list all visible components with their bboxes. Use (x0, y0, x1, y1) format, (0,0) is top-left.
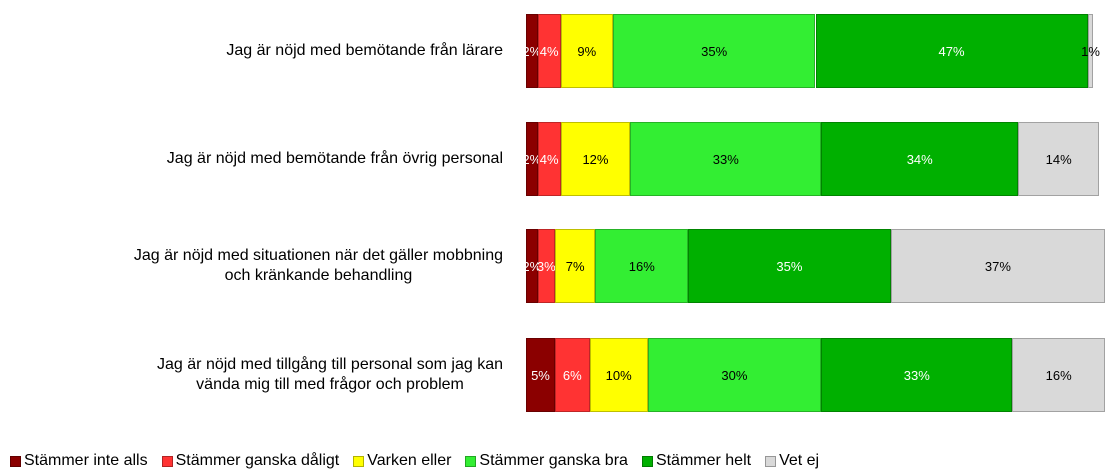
legend-label: Stämmer inte alls (24, 452, 148, 469)
bar-segment: 4% (537, 14, 561, 88)
bar-segment: 4% (537, 122, 561, 196)
bar-segment: 37% (890, 229, 1105, 303)
bar-segment: 6% (554, 338, 590, 412)
value-label: 35% (701, 43, 728, 59)
bar-segment: 33% (630, 122, 822, 196)
bar-segment: 12% (560, 122, 631, 196)
legend-swatch (10, 455, 21, 467)
legend-swatch (161, 455, 173, 467)
value-label: 35% (776, 258, 803, 274)
value-label: 2% (522, 258, 542, 274)
category-label: Jag är nöjd med tillgång till personal s… (157, 356, 503, 393)
value-label: 2% (522, 43, 542, 59)
bar-segment: 16% (595, 229, 689, 303)
legend-label: Varken eller (367, 452, 452, 469)
category-label: Jag är nöjd med bemötande från lärare (226, 42, 503, 59)
bar-segment: 34% (821, 122, 1019, 196)
legend-swatch (465, 455, 477, 467)
value-label: 2% (522, 151, 542, 167)
value-label: 16% (1045, 367, 1072, 383)
bar-segment: 9% (560, 14, 613, 88)
legend-swatch (353, 455, 365, 467)
bar-segment: 2% (522, 14, 541, 88)
bar-segment: 30% (647, 338, 822, 412)
bar-segment: 35% (612, 14, 816, 88)
legend-item: Stämmer inte alls (10, 452, 148, 470)
value-label: 4% (539, 151, 559, 167)
value-label: 7% (565, 258, 585, 274)
bar-segment: 47% (815, 14, 1088, 88)
value-label: 37% (984, 258, 1011, 274)
legend-item: Stämmer ganska bra (465, 452, 628, 470)
value-label: 34% (906, 151, 933, 167)
bar-segment: 10% (589, 338, 648, 412)
bar-segment: 14% (1018, 122, 1100, 196)
bar-segment: 33% (821, 338, 1013, 412)
value-label: 14% (1045, 151, 1072, 167)
bar-segment: 2% (522, 229, 541, 303)
value-label: 33% (903, 367, 930, 383)
bar-segment: 16% (1012, 338, 1105, 412)
legend-item: Stämmer ganska dåligt (161, 452, 340, 470)
legend: Stämmer inte alls Stämmer ganska dåligt Va… (10, 452, 819, 470)
bar-segment: 7% (554, 229, 596, 303)
value-label: 4% (539, 43, 559, 59)
value-label: 5% (531, 367, 550, 383)
bar-segment: 3% (536, 229, 556, 303)
legend-item: Varken eller (353, 452, 451, 470)
value-label: 3% (536, 258, 556, 274)
legend-item: Vet ej (765, 452, 819, 470)
value-label: 30% (721, 367, 748, 383)
bar-segment: 2% (522, 122, 541, 196)
value-label: 12% (582, 151, 609, 167)
value-label: 9% (577, 43, 597, 59)
legend-label: Vet ej (779, 452, 820, 469)
legend-label: Stämmer helt (655, 452, 752, 469)
legend-swatch (765, 455, 777, 467)
value-label: 16% (628, 258, 655, 274)
value-label: 10% (605, 367, 632, 383)
legend-swatch (641, 455, 653, 467)
bar-segment: 35% (688, 229, 891, 303)
value-label: 6% (562, 367, 582, 383)
category-label: Jag är nöjd med situationen när det gäll… (133, 247, 503, 284)
legend-label: Stämmer ganska bra (479, 452, 628, 469)
value-label: 47% (938, 43, 965, 59)
legend-item: Stämmer helt (641, 452, 752, 470)
bar-segment: 1% (1081, 14, 1100, 88)
bar-segment: 5% (526, 338, 555, 412)
value-label: 33% (712, 151, 739, 167)
category-label: Jag är nöjd med bemötande från övrig per… (166, 150, 503, 167)
legend-label: Stämmer ganska dåligt (175, 452, 340, 469)
value-label: 1% (1081, 43, 1100, 59)
